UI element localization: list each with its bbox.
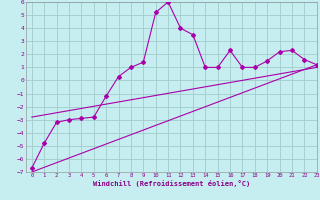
X-axis label: Windchill (Refroidissement éolien,°C): Windchill (Refroidissement éolien,°C)	[92, 180, 250, 187]
